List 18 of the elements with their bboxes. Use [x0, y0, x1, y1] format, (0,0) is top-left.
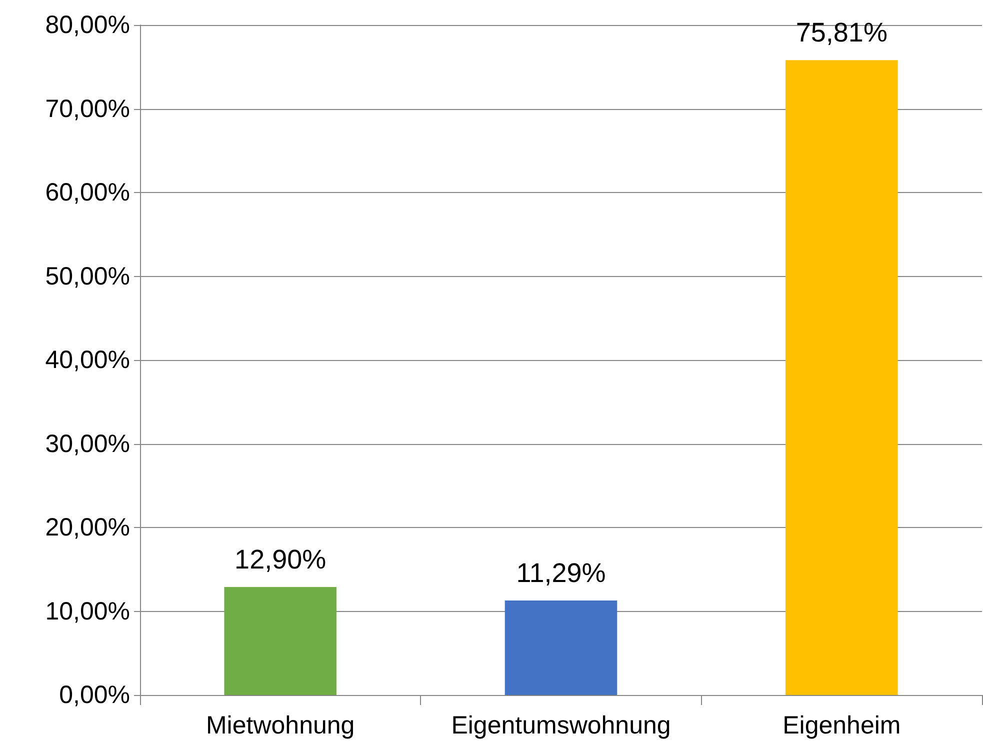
y-tick-label: 70,00%	[45, 94, 130, 123]
y-tick-label: 80,00%	[45, 11, 130, 39]
y-tick-label: 20,00%	[45, 514, 130, 542]
y-tick-label: 0,00%	[59, 681, 130, 709]
data-label: 11,29%	[516, 558, 606, 588]
data-label: 75,81%	[796, 18, 888, 48]
bar	[224, 586, 336, 695]
y-tick-label: 50,00%	[45, 262, 130, 290]
y-tick-label: 60,00%	[45, 178, 130, 206]
y-tick-label: 10,00%	[45, 597, 130, 626]
bar	[504, 600, 618, 695]
y-tick-label: 40,00%	[45, 346, 130, 374]
data-label: 12,90%	[234, 544, 326, 574]
x-tick-label: Eigentumswohnung	[451, 712, 671, 740]
x-tick-label: Eigenheim	[782, 712, 901, 740]
bar	[786, 60, 898, 695]
y-tick-label: 30,00%	[45, 430, 130, 458]
x-tick-label: Mietwohnung	[206, 712, 355, 740]
